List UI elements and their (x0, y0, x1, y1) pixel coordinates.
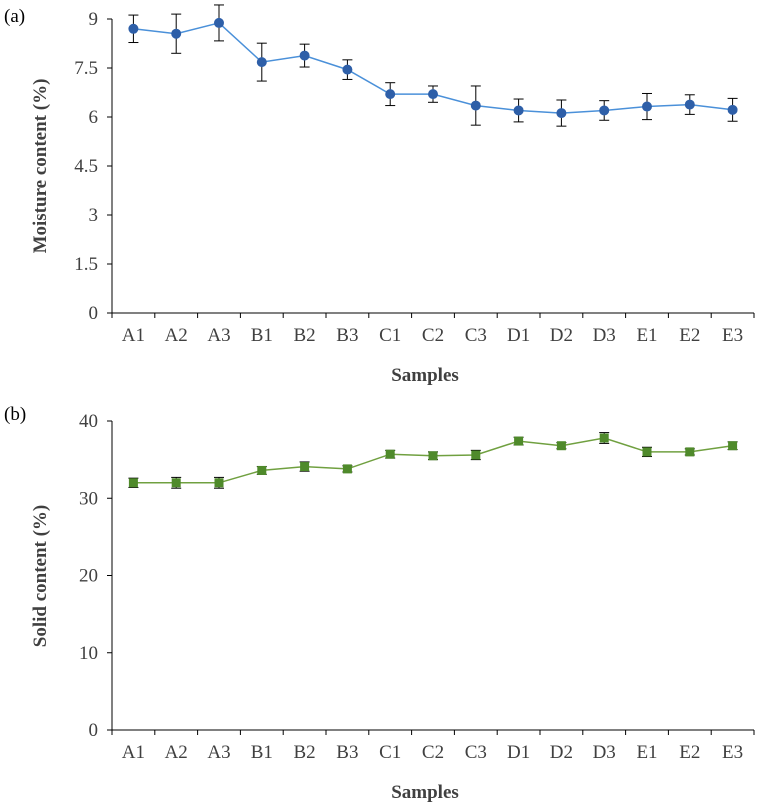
panel-a-y-ticks: 0 1.5 3 4.5 6 7.5 9 (74, 9, 112, 324)
panel-b-data-point-d1 (514, 436, 524, 446)
panel-b-x-tick-label-e2: E2 (679, 742, 700, 763)
panel-a-x-tick-label-e1: E1 (636, 325, 657, 346)
panel-b-y-tick-label: 10 (79, 643, 98, 664)
panel-b-data-point-b3 (342, 464, 352, 474)
panel-a-x-ticks: A1 A2 A3 B1 B2 B3 C1 C2 C3 D1 D2 D3 E1 E2 E3 (111, 313, 755, 346)
panel-b-y-tick-label: 30 (79, 488, 98, 509)
panel-b-data-point-a3 (214, 478, 224, 488)
panel-a-data-point-a1 (128, 23, 139, 34)
panel-a-y-tick-label: 3 (89, 205, 99, 226)
panel-b-data-point-b1 (257, 465, 267, 475)
panel-b-label: (b) (4, 404, 26, 425)
panel-b-y-tick-label: 20 (79, 566, 98, 587)
panel-a-x-tick-label-b1: B1 (251, 325, 273, 346)
panel-a-data-point-a2 (171, 28, 182, 39)
panel-b-data-point-c2 (428, 451, 438, 461)
panel-b-data-point-e3 (728, 441, 738, 451)
panel-b-data-point-a2 (171, 478, 181, 488)
panel-b-data-point-c1 (385, 449, 395, 459)
panel-b-x-tick-label-c1: C1 (379, 742, 401, 763)
panel-a-data-point-b2 (299, 50, 310, 61)
panel-b-x-tick-label-d3: D3 (593, 742, 616, 763)
panel-b-data-point-c3 (471, 450, 481, 460)
panel-b-y-tick-label: 40 (79, 411, 98, 432)
panel-b-points (128, 433, 738, 488)
panel-a-points (128, 17, 738, 119)
panel-a-x-tick-label-e2: E2 (679, 325, 700, 346)
panel-b-data-point-d2 (556, 441, 566, 451)
panel-a-x-tick-label-b2: B2 (294, 325, 316, 346)
panel-a-x-tick-label-a3: A3 (207, 325, 230, 346)
panel-b-x-tick-label-c2: C2 (422, 742, 444, 763)
panel-b-series-line (133, 437, 733, 484)
panel-a-x-tick-label-a1: A1 (122, 325, 145, 346)
panel-b-x-tick-label-a1: A1 (122, 742, 145, 763)
panel-a-x-tick-label-d2: D2 (550, 325, 573, 346)
panel-b-y-axis-title: Solid content (%) (30, 505, 51, 648)
panel-b-axes (111, 421, 754, 731)
panel-b-data-point-b2 (300, 462, 310, 472)
panel-a-data-point-d1 (513, 105, 524, 116)
panel-a-x-axis-title: Samples (391, 365, 459, 386)
panel-b-x-tick-label-e1: E1 (636, 742, 657, 763)
panel-b-data-point-d3 (599, 433, 609, 443)
panel-a-data-point-c3 (470, 100, 481, 111)
panel-a-x-tick-label-e3: E3 (722, 325, 743, 346)
panel-b-data-point-e1 (642, 447, 652, 457)
panel-a-data-point-c2 (428, 89, 438, 100)
panel-a-data-point-c1 (385, 89, 396, 100)
panel-a-x-tick-label-d1: D1 (507, 325, 530, 346)
panel-a-x-tick-label-c1: C1 (379, 325, 401, 346)
panel-b-x-tick-label-e3: E3 (722, 742, 743, 763)
panel-b-series-polyline (133, 437, 733, 484)
panel-a-data-point-b1 (256, 57, 267, 68)
panel-a-data-point-d3 (599, 105, 610, 116)
panel-b: (b) Solid content (%) Samples 010203040 … (4, 404, 755, 803)
panel-a-label: (a) (4, 6, 25, 27)
panel-b-x-tick-label-d1: D1 (507, 742, 530, 763)
panel-b-data-point-e2 (685, 447, 695, 457)
panel-b-x-axis-title: Samples (391, 782, 459, 803)
panel-a-x-tick-label-c3: C3 (465, 325, 487, 346)
panel-b-x-tick-label-b1: B1 (251, 742, 273, 763)
panel-a-y-tick-label: 7.5 (74, 58, 98, 79)
panel-a-data-point-e3 (727, 104, 738, 115)
panel-a-y-axis-title: Moisture content (%) (30, 79, 51, 254)
panel-a-y-tick-label: 6 (89, 107, 99, 128)
panel-a-x-tick-label-c2: C2 (422, 325, 444, 346)
panel-b-x-ticks: A1 A2 A3 B1 B2 B3 C1 C2 C3 D1 D2 D3 E1 E2 E3 (111, 730, 755, 763)
panel-b-y-tick-label: 0 (89, 720, 99, 741)
panel-a: (a) Moisture content (%) Samples 0 1.5 3 4.… (4, 4, 755, 386)
panel-a-x-tick-label-b3: B3 (336, 325, 358, 346)
panel-a-y-tick-label: 4.5 (74, 156, 98, 177)
panel-b-x-tick-label-c3: C3 (465, 742, 487, 763)
panel-b-x-tick-label-d2: D2 (550, 742, 573, 763)
panel-a-data-point-a3 (214, 17, 224, 28)
panel-b-x-tick-label-b2: B2 (294, 742, 316, 763)
panel-a-x-tick-label-d3: D3 (593, 325, 616, 346)
panel-b-x-tick-label-a2: A2 (165, 742, 188, 763)
panel-a-data-point-d2 (556, 108, 567, 119)
panel-b-y-ticks: 0 10 20 30 40 (79, 411, 112, 741)
panel-b-x-tick-label-a3: A3 (207, 742, 230, 763)
panel-a-data-point-e1 (642, 101, 652, 112)
panel-b-data-point-a1 (128, 478, 138, 488)
panel-a-y-tick-label: 9 (89, 9, 99, 30)
panel-a-data-point-b3 (342, 64, 353, 75)
panel-a-y-tick-label: 1.5 (74, 254, 98, 275)
panel-a-x-tick-label-a2: A2 (165, 325, 188, 346)
panel-a-y-tick-label: 0 (89, 303, 99, 324)
panel-b-x-tick-label-b3: B3 (336, 742, 358, 763)
panel-a-axes (111, 19, 754, 314)
panel-a-data-point-e2 (684, 99, 695, 110)
